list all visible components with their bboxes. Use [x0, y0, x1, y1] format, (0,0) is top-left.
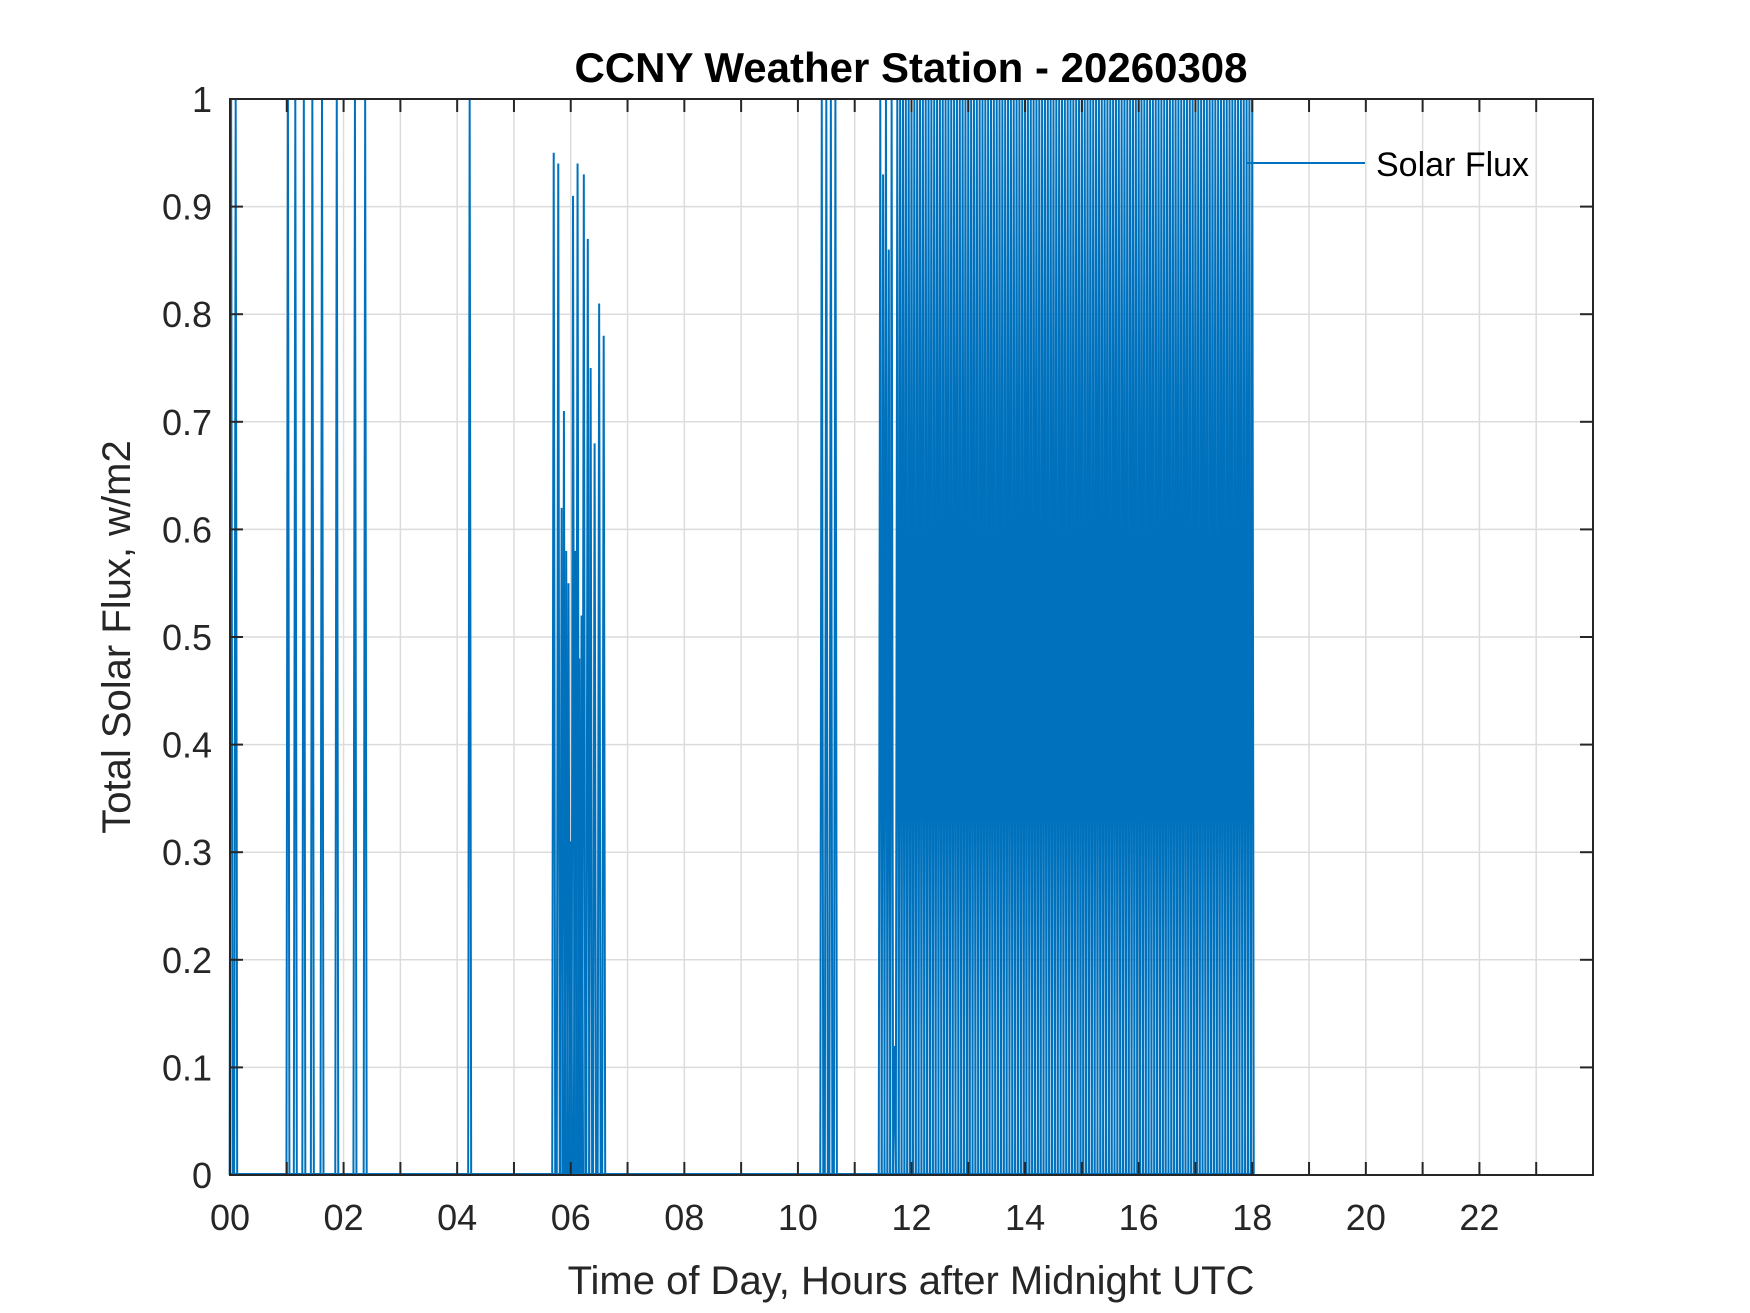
x-tick-label: 10 [778, 1197, 818, 1238]
x-tick-label: 18 [1232, 1197, 1272, 1238]
x-tick-label: 22 [1459, 1197, 1499, 1238]
y-tick-label: 0.6 [162, 509, 212, 550]
series-point-solar-flux [588, 367, 594, 1176]
y-tick-label: 0.5 [162, 617, 212, 658]
y-tick-label: 0 [192, 1155, 212, 1196]
x-tick-label: 20 [1346, 1197, 1386, 1238]
series-point-solar-flux [555, 163, 561, 1176]
chart-title: CCNY Weather Station - 20260308 [574, 44, 1247, 91]
x-tick-label: 00 [210, 1197, 250, 1238]
y-tick-label: 0.7 [162, 402, 212, 443]
x-tick-labels: 00 02 04 06 08 10 12 14 16 18 20 22 [210, 1197, 1499, 1238]
series-point-solar-flux [596, 303, 602, 1176]
x-tick-label: 14 [1005, 1197, 1045, 1238]
x-tick-label: 12 [891, 1197, 931, 1238]
y-tick-label: 0.3 [162, 832, 212, 873]
y-tick-labels: 0 0.1 0.2 0.3 0.4 0.5 0.6 0.7 0.8 0.9 1 [162, 79, 212, 1196]
x-tick-label: 16 [1119, 1197, 1159, 1238]
x-tick-label: 06 [551, 1197, 591, 1238]
x-tick-label: 02 [324, 1197, 364, 1238]
x-axis-label: Time of Day, Hours after Midnight UTC [568, 1259, 1255, 1303]
series-point-solar-flux [551, 152, 557, 1176]
legend: Solar Flux [1246, 146, 1529, 184]
x-tick-label: 08 [664, 1197, 704, 1238]
tick-marks [230, 98, 1593, 1176]
legend-label-solar-flux: Solar Flux [1376, 146, 1529, 184]
series-point-solar-flux [592, 443, 598, 1176]
x-tick-label: 04 [437, 1197, 477, 1238]
y-tick-label: 0.1 [162, 1047, 212, 1088]
y-tick-label: 1 [192, 79, 212, 120]
y-tick-label: 0.8 [162, 294, 212, 335]
y-axis-label: Total Solar Flux, w/m2 [95, 440, 139, 833]
y-tick-label: 0.2 [162, 940, 212, 981]
y-tick-label: 0.4 [162, 725, 212, 766]
y-tick-label: 0.9 [162, 187, 212, 228]
series-point-solar-flux [581, 174, 587, 1176]
series-point-solar-flux [601, 335, 607, 1176]
